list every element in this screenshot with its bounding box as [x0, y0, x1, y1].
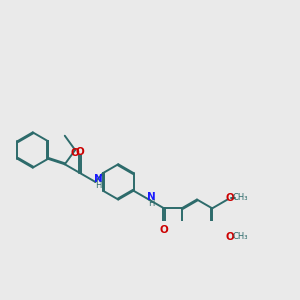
Text: CH₃: CH₃: [232, 232, 248, 241]
Text: N: N: [94, 174, 102, 184]
Text: H: H: [148, 199, 154, 208]
Text: O: O: [225, 193, 234, 203]
Text: CH₃: CH₃: [232, 193, 248, 202]
Text: N: N: [147, 192, 156, 202]
Text: H: H: [95, 181, 101, 190]
Text: O: O: [76, 147, 84, 157]
Text: O: O: [225, 232, 234, 242]
Text: O: O: [160, 224, 168, 235]
Text: O: O: [71, 148, 80, 158]
